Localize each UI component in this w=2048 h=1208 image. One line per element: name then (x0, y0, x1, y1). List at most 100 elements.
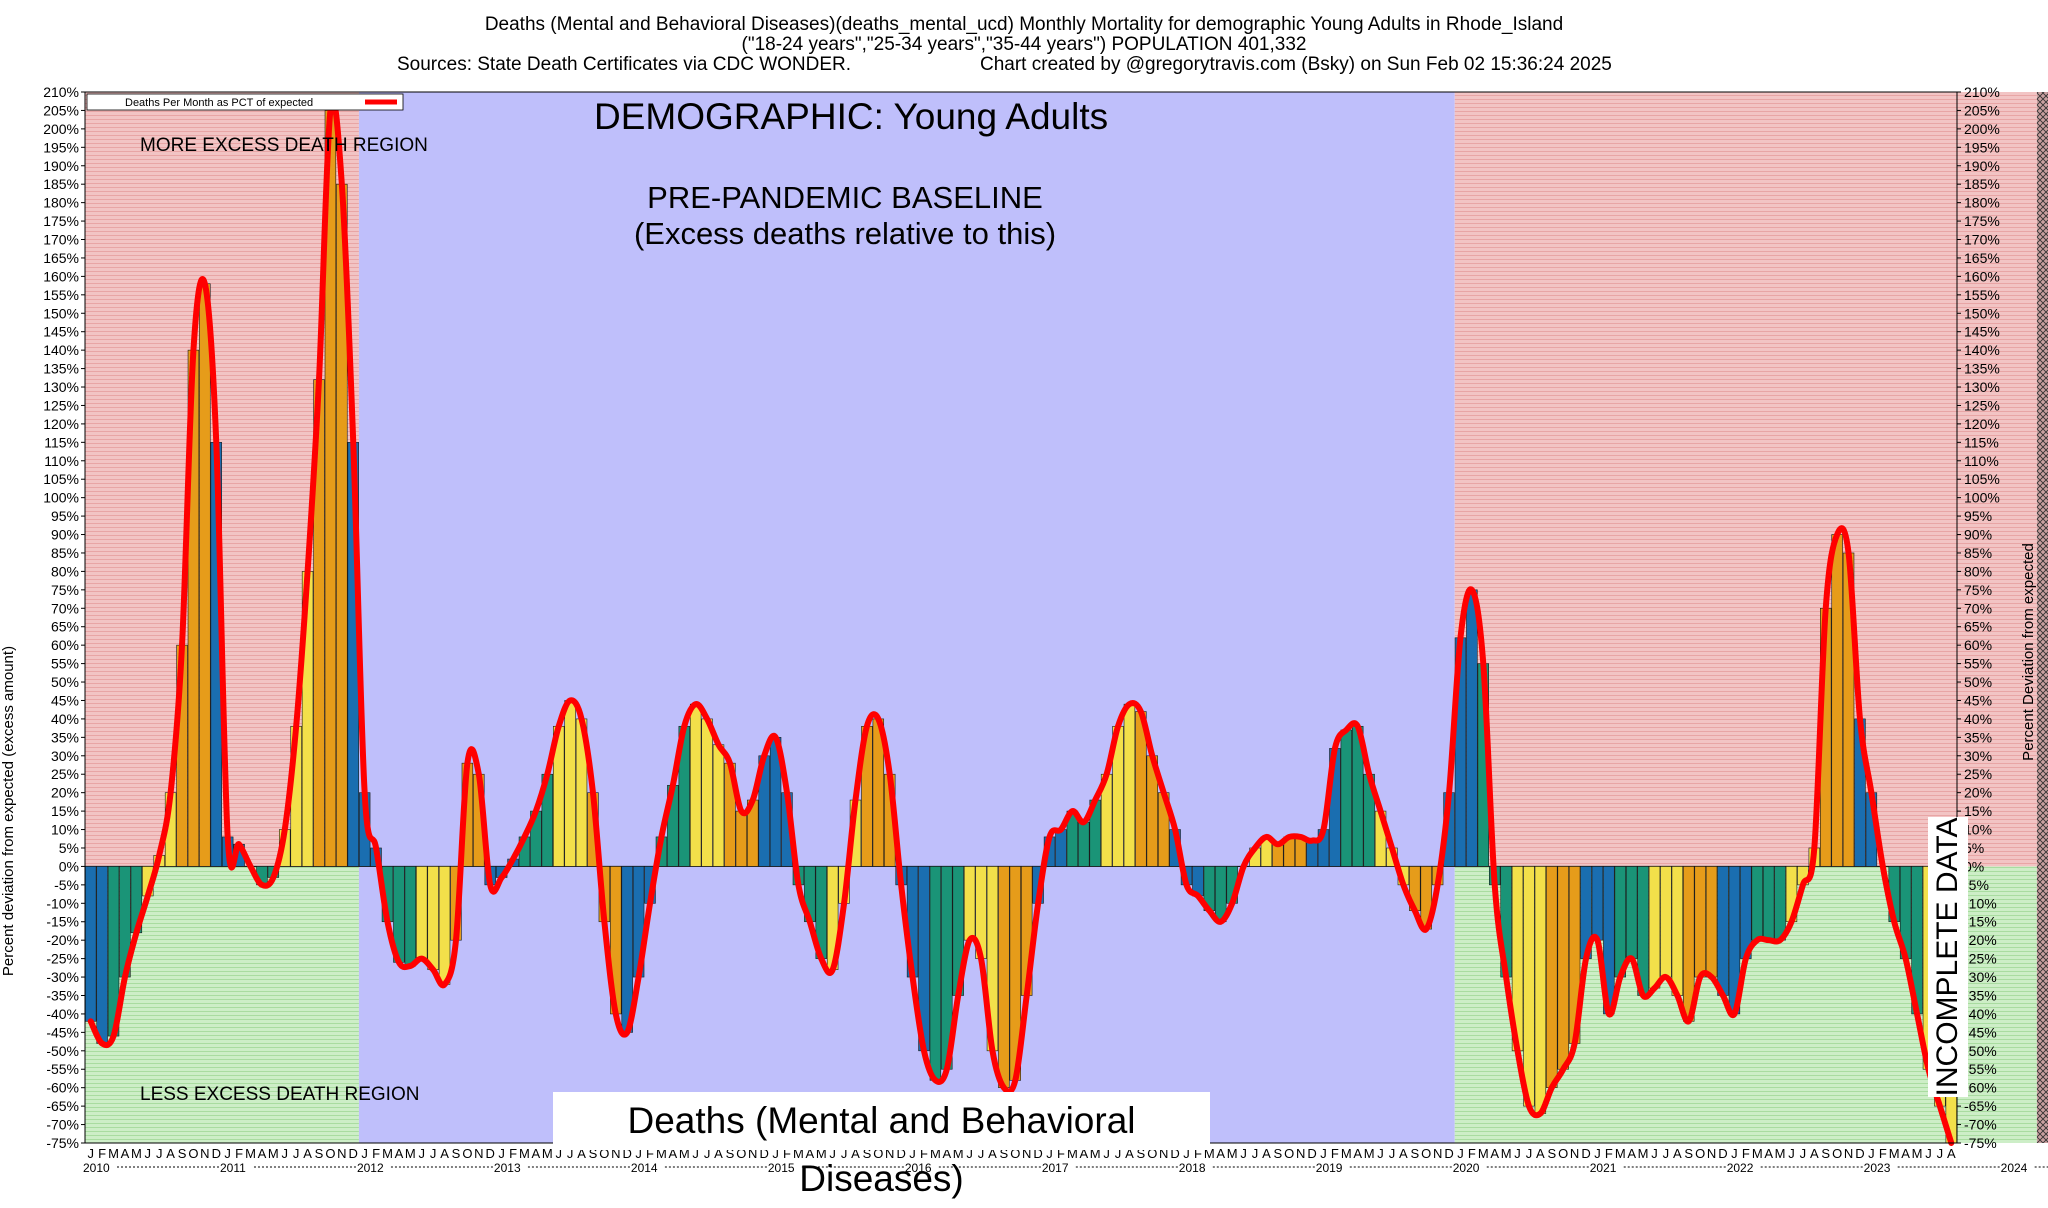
y-tick-label: 5% (59, 840, 79, 856)
bar (427, 866, 439, 970)
x-year-label: 2023 (1864, 1161, 1891, 1175)
x-tick-label: O (188, 1146, 198, 1161)
x-tick-label: S (452, 1146, 461, 1161)
x-tick-label: J (1115, 1146, 1122, 1161)
x-tick-label: N (1296, 1146, 1305, 1161)
y-tick-label: 80% (51, 563, 79, 579)
x-tick-label: A (1216, 1146, 1225, 1161)
y-tick-label: 65% (1964, 619, 1992, 635)
x-tick-label: J (1240, 1146, 1247, 1161)
bar (1751, 866, 1763, 941)
x-tick-label: M (1204, 1146, 1215, 1161)
y-tick-label: 190% (1964, 158, 2000, 174)
x-tick-label: S (1547, 1146, 1556, 1161)
x-tick-label: D (896, 1146, 905, 1161)
x-tick-label: O (325, 1146, 335, 1161)
x-tick-label: S (589, 1146, 598, 1161)
x-tick-label: F (98, 1146, 106, 1161)
x-tick-label: J (1663, 1146, 1670, 1161)
bar (1625, 866, 1638, 959)
y-tick-label: 35% (51, 729, 79, 745)
y-tick-label: 160% (1964, 268, 2000, 284)
x-year-label: 2015 (768, 1161, 795, 1175)
x-tick-label: F (783, 1146, 791, 1161)
bar (404, 866, 417, 967)
x-year-label: 2024 (2001, 1161, 2028, 1175)
y-tick-label: 40% (1964, 711, 1992, 727)
x-tick-label: J (1514, 1146, 1521, 1161)
series-line (87, 97, 1955, 1146)
x-tick-label: M (1364, 1146, 1375, 1161)
y-tick-label: 85% (1964, 545, 1992, 561)
y-tick-label: 95% (51, 508, 79, 524)
bar (1078, 821, 1090, 867)
x-tick-label: M (953, 1146, 964, 1161)
y-tick-label: 20% (51, 785, 79, 801)
x-year-label: 2017 (1042, 1161, 1069, 1175)
y-tick-label: 15% (1964, 803, 1992, 819)
x-tick-label: D (1718, 1146, 1727, 1161)
y-tick-label: 155% (1964, 287, 2000, 303)
x-year-label: 2016 (905, 1161, 932, 1175)
x-tick-label: J (1800, 1146, 1807, 1161)
bar (735, 810, 748, 867)
x-tick-label: A (1947, 1146, 1956, 1161)
x-tick-label: S (1821, 1146, 1830, 1161)
bar (1694, 866, 1706, 978)
bar (1466, 589, 1478, 867)
y-tick-label: 105% (43, 471, 79, 487)
y-tick-label: 205% (1964, 102, 2000, 118)
y-tick-label: -35% (46, 987, 79, 1003)
x-tick-label: D (1855, 1146, 1864, 1161)
y-tick-label: 150% (43, 305, 79, 321)
x-tick-label: M (793, 1146, 804, 1161)
x-tick-label: A (805, 1146, 814, 1161)
y-tick-label: 100% (43, 490, 79, 506)
x-tick-label: J (361, 1146, 368, 1161)
y-tick-label: 50% (1964, 674, 1992, 690)
y-tick-label: 80% (1964, 563, 1992, 579)
x-tick-label: N (1159, 1146, 1168, 1161)
y-tick-label: 140% (43, 342, 79, 358)
x-year-label: 2013 (494, 1161, 521, 1175)
y-tick-label: 45% (1964, 692, 1992, 708)
x-year-label: 2019 (1316, 1161, 1343, 1175)
x-tick-label: J (145, 1146, 152, 1161)
y-tick-label: 120% (43, 416, 79, 432)
bar (199, 283, 211, 867)
y-tick-label: 200% (43, 121, 79, 137)
x-tick-label: N (1707, 1146, 1716, 1161)
x-tick-label: M (1752, 1146, 1763, 1161)
bar (1534, 866, 1547, 1114)
x-tick-label: A (1262, 1146, 1271, 1161)
x-tick-label: D (212, 1146, 221, 1161)
y-tick-label: -45% (1964, 1024, 1997, 1040)
y-tick-label: 200% (1964, 121, 2000, 137)
y-tick-label: 55% (1964, 656, 1992, 672)
x-year-label: 2022 (1727, 1161, 1754, 1175)
y-tick-label: 105% (1964, 471, 2000, 487)
x-tick-label: A (532, 1146, 541, 1161)
x-tick-label: D (1033, 1146, 1042, 1161)
y-tick-label: -70% (1964, 1117, 1997, 1133)
x-tick-label: J (87, 1146, 94, 1161)
x-tick-label: M (1227, 1146, 1238, 1161)
y-tick-label: 195% (43, 139, 79, 155)
y-tick-label: 170% (1964, 232, 2000, 248)
y-tick-label: 195% (1964, 139, 2000, 155)
x-tick-label: J (772, 1146, 779, 1161)
y-tick-label: 75% (1964, 582, 1992, 598)
y-tick-label: 130% (1964, 379, 2000, 395)
y-tick-label: -10% (1964, 895, 1997, 911)
x-tick-label: M (656, 1146, 667, 1161)
x-tick-label: O (736, 1146, 746, 1161)
y-tick-label: -40% (46, 1006, 79, 1022)
x-tick-label: S (1273, 1146, 1282, 1161)
x-tick-label: O (462, 1146, 472, 1161)
x-tick-label: J (1937, 1146, 1944, 1161)
x-tick-label: A (577, 1146, 586, 1161)
x-tick-label: M (108, 1146, 119, 1161)
x-tick-label: N (337, 1146, 346, 1161)
x-tick-label: F (1879, 1146, 1887, 1161)
x-tick-label: J (635, 1146, 642, 1161)
